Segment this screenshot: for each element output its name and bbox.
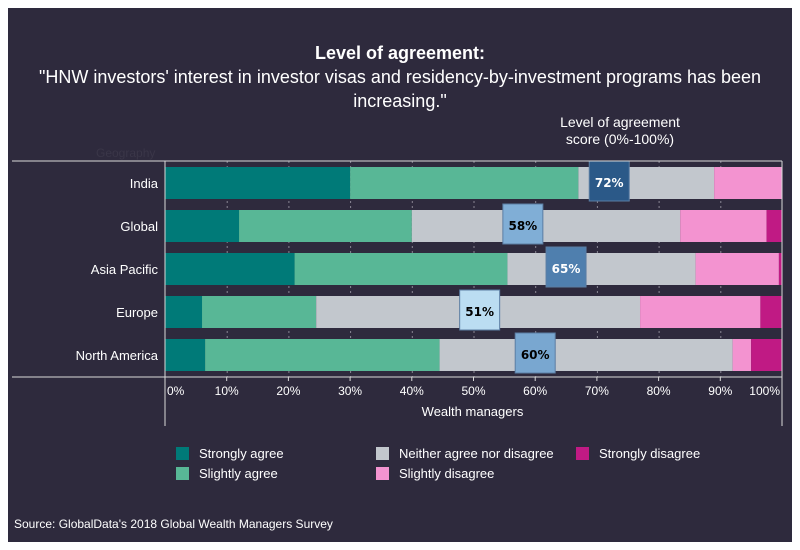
category-label: India: [130, 176, 159, 191]
bar-segment: [165, 296, 203, 328]
bar-segment: [732, 339, 752, 371]
x-tick-label: 20%: [276, 384, 300, 398]
bar-segment: [165, 210, 240, 242]
score-label: 60%: [521, 348, 550, 362]
category-label: Global: [120, 219, 158, 234]
legend: Strongly agree Slightly agree Neither agre…: [176, 446, 736, 486]
score-box: [502, 203, 544, 245]
bar-segment: [766, 210, 782, 242]
source-note: Source: GlobalData's 2018 Global Wealth …: [14, 517, 333, 531]
bar-segment: [680, 210, 767, 242]
category-label: Europe: [116, 305, 158, 320]
x-tick-label: 10%: [215, 384, 239, 398]
bar-segment: [165, 167, 351, 199]
chart-subtitle: "HNW investors' interest in investor vis…: [38, 67, 762, 111]
legend-item: Slightly agree: [176, 466, 278, 481]
legend-item: Strongly agree: [176, 446, 284, 461]
bar-segment: [350, 167, 579, 199]
score-header-line-2: score (0%-100%): [565, 131, 675, 147]
legend-swatch: [376, 467, 389, 480]
score-label: 72%: [595, 176, 624, 190]
bar-segment: [165, 253, 295, 285]
x-tick-label: 90%: [708, 384, 732, 398]
score-header-line-1: Level of agreement: [560, 114, 680, 130]
legend-label: Strongly agree: [199, 446, 284, 461]
score-box: [459, 289, 501, 331]
bar-segment: [695, 253, 779, 285]
bar-segment: [202, 296, 317, 328]
x-tick-label: 70%: [585, 384, 609, 398]
score-label: 58%: [508, 219, 537, 233]
legend-swatch: [176, 447, 189, 460]
legend-label: Slightly agree: [199, 466, 278, 481]
x-tick-label: 60%: [523, 384, 547, 398]
legend-label: Slightly disagree: [399, 466, 495, 481]
bar-segment: [411, 210, 681, 242]
score-header: Level of agreement score (0%-100%): [540, 114, 700, 148]
bar-segment: [507, 253, 696, 285]
legend-swatch: [176, 467, 189, 480]
bar-segment: [751, 339, 782, 371]
chart-title: Level of agreement:: [314, 43, 486, 63]
bar-segment: [239, 210, 412, 242]
category-label: North America: [76, 348, 159, 363]
bar-segment: [205, 339, 440, 371]
legend-label: Strongly disagree: [599, 446, 701, 461]
legend-label: Neither agree nor disagree: [399, 446, 554, 461]
legend-item: Strongly disagree: [576, 446, 700, 461]
bar-segment: [439, 339, 733, 371]
bar-segment: [760, 296, 782, 328]
category-label: Asia Pacific: [91, 262, 159, 277]
bar-segment: [714, 167, 782, 199]
x-tick-label: 80%: [647, 384, 671, 398]
score-label: 65%: [552, 262, 581, 276]
x-tick-label: 50%: [461, 384, 485, 398]
x-tick-label: 40%: [400, 384, 424, 398]
score-label: 51%: [465, 305, 494, 319]
y-axis-title: Geography: [96, 146, 156, 160]
x-axis-title: Wealth managers: [422, 404, 524, 419]
x-tick-label: 100%: [749, 384, 780, 398]
score-box: [514, 332, 556, 374]
bar-segment: [294, 253, 508, 285]
bar-segment: [640, 296, 761, 328]
bar-segment: [165, 339, 206, 371]
score-box: [545, 246, 587, 288]
legend-swatch: [576, 447, 589, 460]
score-box: [588, 160, 630, 202]
x-tick-label: 30%: [338, 384, 362, 398]
legend-item: Slightly disagree: [376, 466, 494, 481]
legend-swatch: [376, 447, 389, 460]
bar-segment: [778, 253, 782, 285]
legend-item: Neither agree nor disagree: [376, 446, 554, 461]
x-tick-label: 0%: [167, 384, 185, 398]
